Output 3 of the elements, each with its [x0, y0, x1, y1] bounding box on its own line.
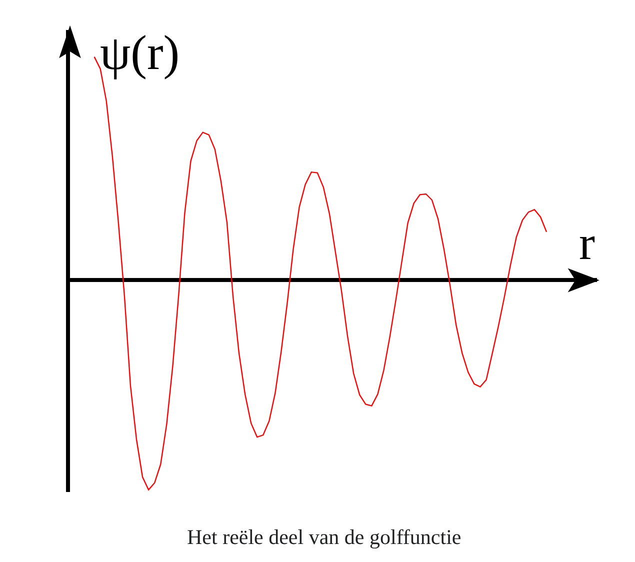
- y-axis-title: ψ(r): [100, 25, 180, 80]
- text: Het reële deel van de golffunctie: [187, 525, 462, 549]
- x-axis-title: r: [579, 217, 595, 270]
